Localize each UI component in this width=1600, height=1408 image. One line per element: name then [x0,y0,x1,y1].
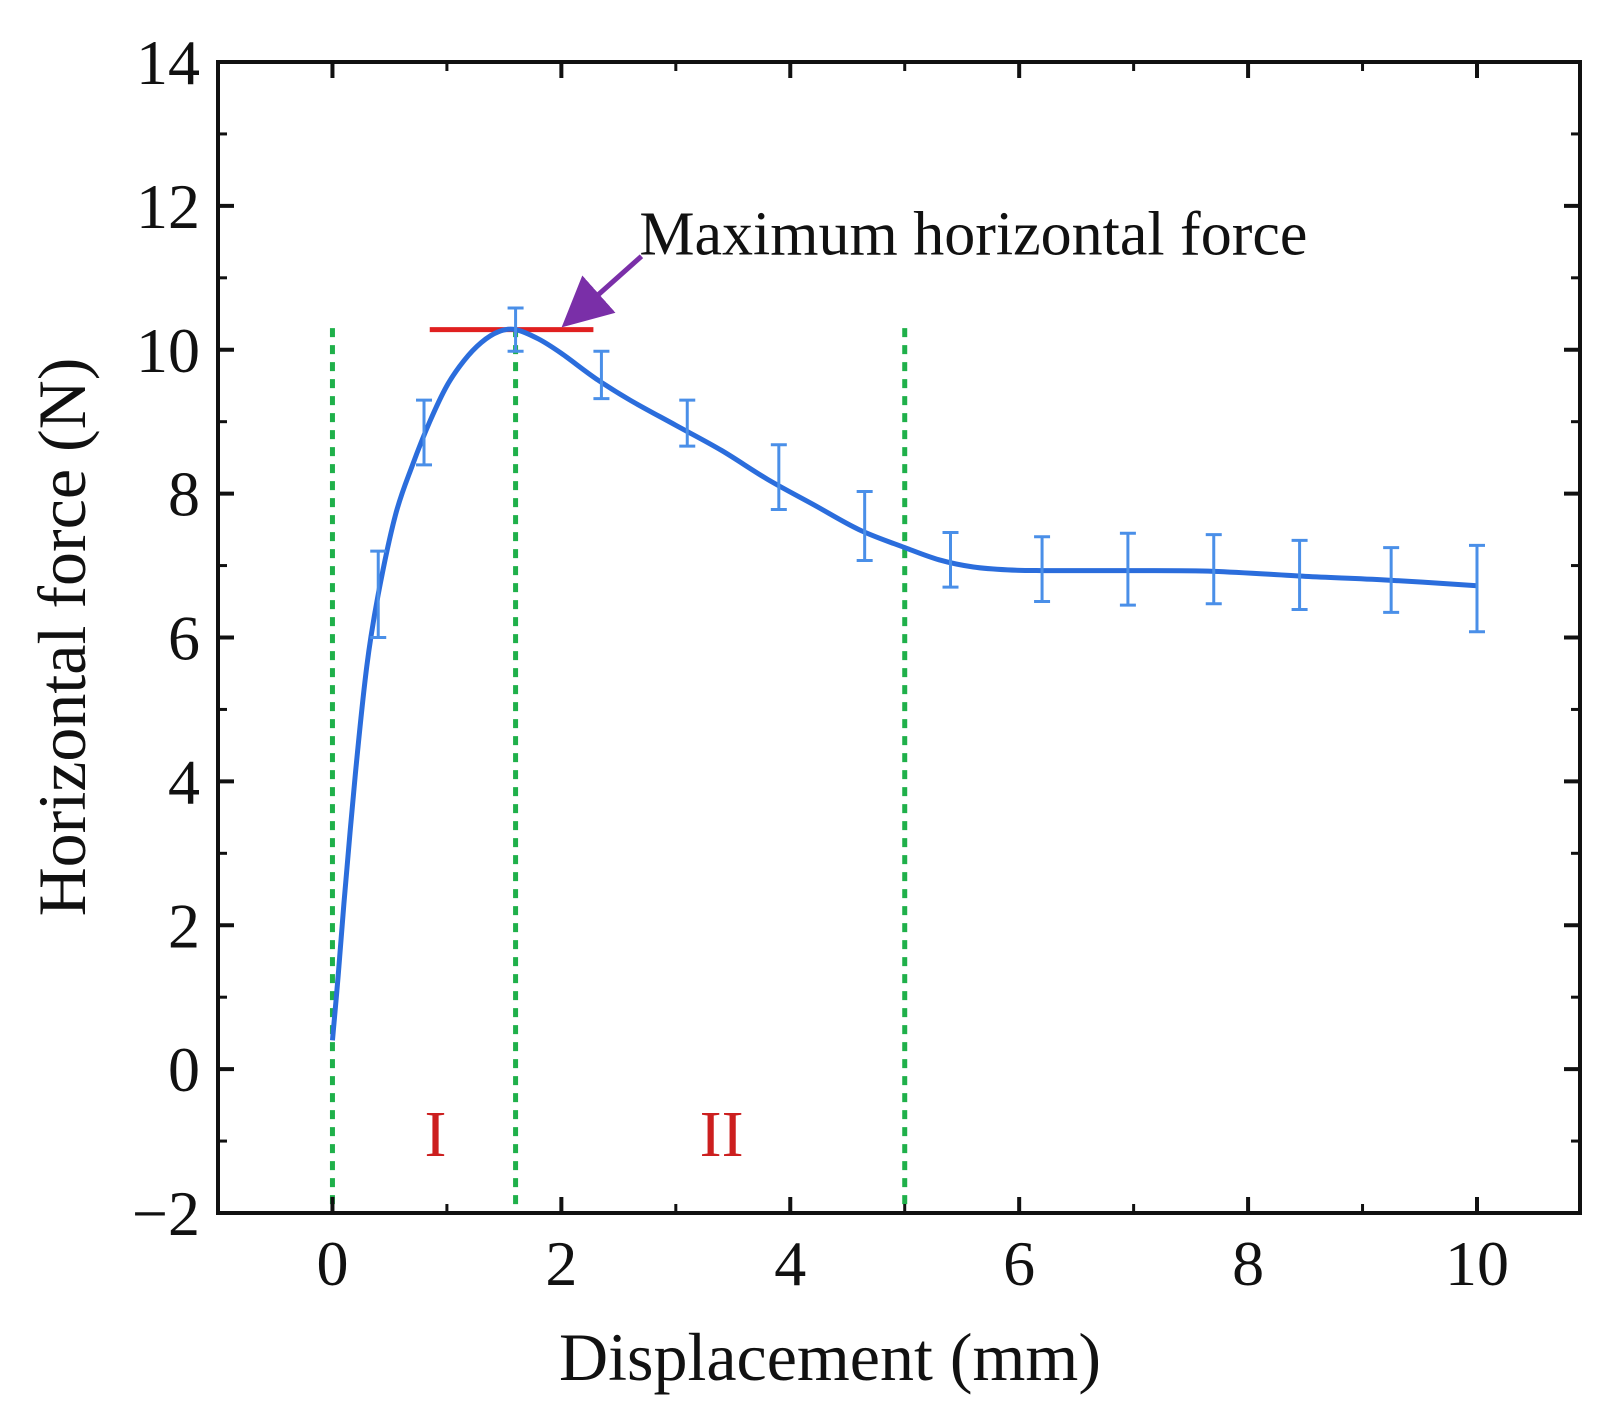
y-tick-label: 6 [168,603,200,674]
y-tick-label: 8 [168,459,200,530]
y-tick-label: −2 [132,1178,200,1249]
x-tick-label: 8 [1232,1228,1264,1299]
error-bar [370,549,387,639]
y-tick-label: 10 [136,315,200,386]
y-tick-label: 14 [136,27,200,98]
region-label-1: I [424,1098,446,1171]
axis-ticks [216,60,1580,1215]
error-bar [856,489,873,563]
annotation-arrow [561,254,644,328]
error-bar [1383,546,1400,614]
x-tick-label: 0 [316,1228,348,1299]
error-bar [679,398,696,448]
x-tick-label: 2 [545,1228,577,1299]
error-bar [507,306,524,353]
y-tick-label: 0 [168,1034,200,1105]
error-bar [1468,543,1485,634]
x-tick-label: 4 [774,1228,806,1299]
error-bar [770,443,787,511]
y-tick-label: 2 [168,890,200,961]
plot-marks [329,254,1485,1213]
y-tick-label: 4 [168,746,200,817]
region-label-2: II [700,1098,744,1171]
error-bar [1119,531,1136,607]
error-bar [1291,538,1308,611]
error-bar [942,530,959,589]
error-bar [416,398,433,467]
error-bar [1034,535,1051,604]
force-curve [329,326,1478,1041]
x-tick-label: 10 [1445,1228,1509,1299]
x-axis-title: Displacement (mm) [559,1319,1101,1395]
annotation-label: Maximum horizontal force [639,201,1307,269]
y-tick-label: 12 [136,171,200,242]
error-bar [1205,533,1222,606]
x-tick-label: 6 [1003,1228,1035,1299]
error-bar [593,349,610,401]
y-axis-title: Horizontal force (N) [24,358,100,917]
